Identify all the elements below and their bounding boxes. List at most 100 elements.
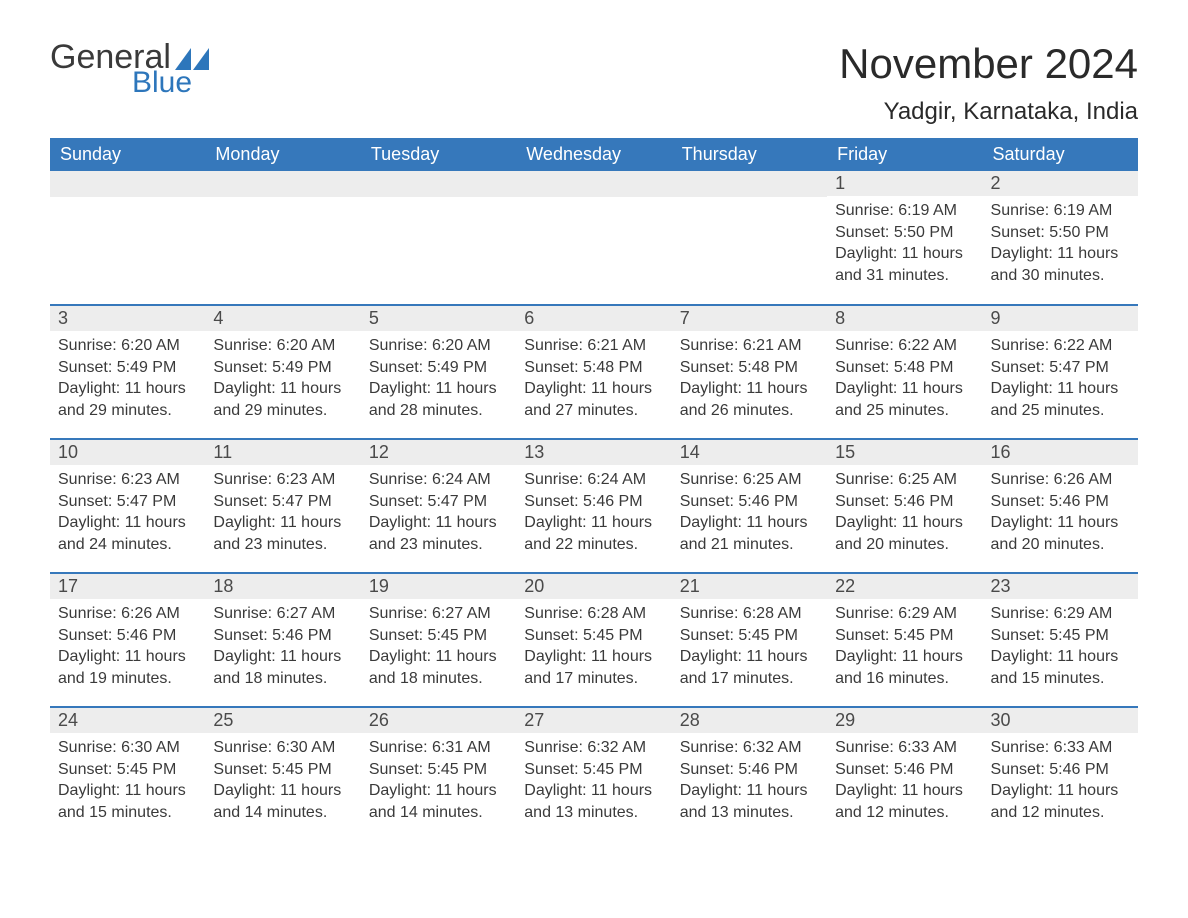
calendar-cell: 11Sunrise: 6:23 AMSunset: 5:47 PMDayligh… xyxy=(205,439,360,573)
calendar-cell: 14Sunrise: 6:25 AMSunset: 5:46 PMDayligh… xyxy=(672,439,827,573)
day-number-empty xyxy=(205,171,360,197)
calendar-cell: 30Sunrise: 6:33 AMSunset: 5:46 PMDayligh… xyxy=(983,707,1138,841)
day-body: Sunrise: 6:25 AMSunset: 5:46 PMDaylight:… xyxy=(827,465,982,565)
calendar-cell xyxy=(50,171,205,305)
sunset-line: Sunset: 5:48 PM xyxy=(835,357,974,379)
sunset-line: Sunset: 5:46 PM xyxy=(991,759,1130,781)
sunset-line: Sunset: 5:49 PM xyxy=(58,357,197,379)
day-number: 26 xyxy=(361,708,516,733)
daylight-line: Daylight: 11 hours and 19 minutes. xyxy=(58,646,197,689)
sunrise-line: Sunrise: 6:25 AM xyxy=(680,469,819,491)
sunrise-line: Sunrise: 6:28 AM xyxy=(680,603,819,625)
sunrise-line: Sunrise: 6:21 AM xyxy=(524,335,663,357)
page-title: November 2024 xyxy=(839,40,1138,88)
calendar-cell: 22Sunrise: 6:29 AMSunset: 5:45 PMDayligh… xyxy=(827,573,982,707)
day-body: Sunrise: 6:32 AMSunset: 5:46 PMDaylight:… xyxy=(672,733,827,833)
calendar-cell xyxy=(672,171,827,305)
sunset-line: Sunset: 5:45 PM xyxy=(369,625,508,647)
day-number: 27 xyxy=(516,708,671,733)
sunrise-line: Sunrise: 6:22 AM xyxy=(991,335,1130,357)
sunrise-line: Sunrise: 6:23 AM xyxy=(58,469,197,491)
day-number: 6 xyxy=(516,306,671,331)
day-body: Sunrise: 6:26 AMSunset: 5:46 PMDaylight:… xyxy=(50,599,205,699)
daylight-line: Daylight: 11 hours and 13 minutes. xyxy=(680,780,819,823)
calendar-cell: 3Sunrise: 6:20 AMSunset: 5:49 PMDaylight… xyxy=(50,305,205,439)
calendar-cell: 6Sunrise: 6:21 AMSunset: 5:48 PMDaylight… xyxy=(516,305,671,439)
sunset-line: Sunset: 5:47 PM xyxy=(213,491,352,513)
sunrise-line: Sunrise: 6:28 AM xyxy=(524,603,663,625)
calendar-cell: 4Sunrise: 6:20 AMSunset: 5:49 PMDaylight… xyxy=(205,305,360,439)
sunset-line: Sunset: 5:49 PM xyxy=(369,357,508,379)
daylight-line: Daylight: 11 hours and 15 minutes. xyxy=(58,780,197,823)
calendar-cell xyxy=(361,171,516,305)
sunrise-line: Sunrise: 6:32 AM xyxy=(680,737,819,759)
day-body: Sunrise: 6:20 AMSunset: 5:49 PMDaylight:… xyxy=(50,331,205,431)
calendar-cell: 10Sunrise: 6:23 AMSunset: 5:47 PMDayligh… xyxy=(50,439,205,573)
day-number: 1 xyxy=(827,171,982,196)
calendar-cell xyxy=(516,171,671,305)
day-number: 30 xyxy=(983,708,1138,733)
sunset-line: Sunset: 5:46 PM xyxy=(680,759,819,781)
day-number: 25 xyxy=(205,708,360,733)
day-body: Sunrise: 6:29 AMSunset: 5:45 PMDaylight:… xyxy=(827,599,982,699)
sunset-line: Sunset: 5:46 PM xyxy=(835,759,974,781)
day-number: 9 xyxy=(983,306,1138,331)
day-number: 24 xyxy=(50,708,205,733)
sunset-line: Sunset: 5:46 PM xyxy=(213,625,352,647)
day-number: 18 xyxy=(205,574,360,599)
daylight-line: Daylight: 11 hours and 20 minutes. xyxy=(991,512,1130,555)
calendar-cell: 16Sunrise: 6:26 AMSunset: 5:46 PMDayligh… xyxy=(983,439,1138,573)
sunset-line: Sunset: 5:50 PM xyxy=(991,222,1130,244)
calendar-cell: 13Sunrise: 6:24 AMSunset: 5:46 PMDayligh… xyxy=(516,439,671,573)
calendar-cell: 7Sunrise: 6:21 AMSunset: 5:48 PMDaylight… xyxy=(672,305,827,439)
daylight-line: Daylight: 11 hours and 14 minutes. xyxy=(369,780,508,823)
day-body: Sunrise: 6:30 AMSunset: 5:45 PMDaylight:… xyxy=(205,733,360,833)
sunset-line: Sunset: 5:50 PM xyxy=(835,222,974,244)
weekday-header: Friday xyxy=(827,138,982,171)
weekday-header: Thursday xyxy=(672,138,827,171)
daylight-line: Daylight: 11 hours and 17 minutes. xyxy=(524,646,663,689)
sunrise-line: Sunrise: 6:31 AM xyxy=(369,737,508,759)
sunrise-line: Sunrise: 6:25 AM xyxy=(835,469,974,491)
day-body: Sunrise: 6:24 AMSunset: 5:46 PMDaylight:… xyxy=(516,465,671,565)
calendar-cell: 20Sunrise: 6:28 AMSunset: 5:45 PMDayligh… xyxy=(516,573,671,707)
sunrise-line: Sunrise: 6:24 AM xyxy=(524,469,663,491)
sunrise-line: Sunrise: 6:32 AM xyxy=(524,737,663,759)
day-body: Sunrise: 6:21 AMSunset: 5:48 PMDaylight:… xyxy=(516,331,671,431)
sunset-line: Sunset: 5:45 PM xyxy=(835,625,974,647)
calendar-cell: 28Sunrise: 6:32 AMSunset: 5:46 PMDayligh… xyxy=(672,707,827,841)
daylight-line: Daylight: 11 hours and 30 minutes. xyxy=(991,243,1130,286)
sunrise-line: Sunrise: 6:19 AM xyxy=(835,200,974,222)
calendar-cell: 8Sunrise: 6:22 AMSunset: 5:48 PMDaylight… xyxy=(827,305,982,439)
sunrise-line: Sunrise: 6:19 AM xyxy=(991,200,1130,222)
sunrise-line: Sunrise: 6:26 AM xyxy=(991,469,1130,491)
daylight-line: Daylight: 11 hours and 23 minutes. xyxy=(369,512,508,555)
day-number: 5 xyxy=(361,306,516,331)
daylight-line: Daylight: 11 hours and 12 minutes. xyxy=(991,780,1130,823)
day-number: 29 xyxy=(827,708,982,733)
weekday-header: Monday xyxy=(205,138,360,171)
weekday-header: Saturday xyxy=(983,138,1138,171)
sunrise-line: Sunrise: 6:29 AM xyxy=(991,603,1130,625)
day-body: Sunrise: 6:27 AMSunset: 5:45 PMDaylight:… xyxy=(361,599,516,699)
sunrise-line: Sunrise: 6:29 AM xyxy=(835,603,974,625)
daylight-line: Daylight: 11 hours and 14 minutes. xyxy=(213,780,352,823)
sunrise-line: Sunrise: 6:20 AM xyxy=(213,335,352,357)
day-number: 12 xyxy=(361,440,516,465)
daylight-line: Daylight: 11 hours and 16 minutes. xyxy=(835,646,974,689)
calendar-cell: 27Sunrise: 6:32 AMSunset: 5:45 PMDayligh… xyxy=(516,707,671,841)
daylight-line: Daylight: 11 hours and 31 minutes. xyxy=(835,243,974,286)
calendar-cell: 21Sunrise: 6:28 AMSunset: 5:45 PMDayligh… xyxy=(672,573,827,707)
day-body: Sunrise: 6:25 AMSunset: 5:46 PMDaylight:… xyxy=(672,465,827,565)
sunset-line: Sunset: 5:47 PM xyxy=(991,357,1130,379)
sunset-line: Sunset: 5:48 PM xyxy=(524,357,663,379)
brand-logo: General Blue xyxy=(50,40,209,98)
sunset-line: Sunset: 5:46 PM xyxy=(58,625,197,647)
day-body: Sunrise: 6:22 AMSunset: 5:47 PMDaylight:… xyxy=(983,331,1138,431)
day-number: 11 xyxy=(205,440,360,465)
day-number: 10 xyxy=(50,440,205,465)
day-body: Sunrise: 6:23 AMSunset: 5:47 PMDaylight:… xyxy=(50,465,205,565)
calendar-cell: 29Sunrise: 6:33 AMSunset: 5:46 PMDayligh… xyxy=(827,707,982,841)
day-body: Sunrise: 6:29 AMSunset: 5:45 PMDaylight:… xyxy=(983,599,1138,699)
calendar-cell: 18Sunrise: 6:27 AMSunset: 5:46 PMDayligh… xyxy=(205,573,360,707)
